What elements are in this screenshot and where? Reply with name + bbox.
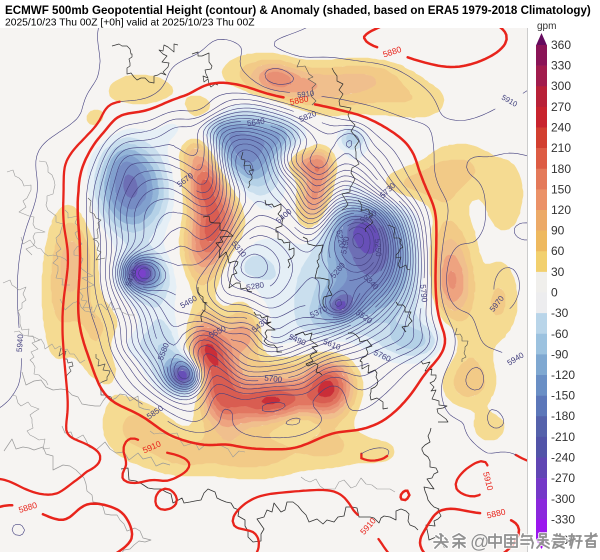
svg-text:-180: -180 bbox=[551, 409, 575, 423]
svg-text:240: 240 bbox=[551, 121, 571, 135]
svg-text:-60: -60 bbox=[551, 327, 569, 341]
svg-text:2025/10/23 Thu 00Z [+0h] valid: 2025/10/23 Thu 00Z [+0h] valid at 2025/1… bbox=[5, 18, 255, 29]
svg-text:@: @ bbox=[470, 532, 489, 553]
svg-text:90: 90 bbox=[551, 224, 565, 238]
svg-text:5190: 5190 bbox=[339, 235, 351, 255]
svg-text:-270: -270 bbox=[551, 471, 575, 485]
svg-text:-300: -300 bbox=[551, 492, 575, 506]
svg-text:270: 270 bbox=[551, 100, 571, 114]
svg-text:-210: -210 bbox=[551, 430, 575, 444]
svg-text:5880: 5880 bbox=[289, 93, 310, 107]
svg-text:5640: 5640 bbox=[246, 116, 266, 128]
svg-text:-90: -90 bbox=[551, 347, 569, 361]
svg-text:5220: 5220 bbox=[334, 229, 346, 249]
svg-text:210: 210 bbox=[551, 141, 571, 155]
svg-text:5910: 5910 bbox=[297, 89, 315, 100]
svg-text:5940: 5940 bbox=[15, 333, 25, 352]
svg-text:150: 150 bbox=[551, 182, 571, 196]
svg-text:-120: -120 bbox=[551, 368, 575, 382]
svg-text:5910: 5910 bbox=[481, 471, 495, 492]
svg-text:120: 120 bbox=[551, 203, 571, 217]
svg-text:5700: 5700 bbox=[264, 374, 283, 385]
svg-text:5280: 5280 bbox=[246, 280, 266, 292]
svg-text:gpm: gpm bbox=[537, 21, 556, 32]
svg-text:5790: 5790 bbox=[418, 284, 429, 303]
svg-text:360: 360 bbox=[551, 38, 571, 52]
svg-text:-240: -240 bbox=[551, 451, 575, 465]
svg-text:ECMWF 500mb Geopotential Heigh: ECMWF 500mb Geopotential Height (contour… bbox=[5, 4, 591, 17]
svg-text:5250: 5250 bbox=[373, 238, 383, 257]
svg-text:-330: -330 bbox=[551, 512, 575, 526]
svg-text:180: 180 bbox=[551, 162, 571, 176]
svg-text:-150: -150 bbox=[551, 389, 575, 403]
svg-text:30: 30 bbox=[551, 265, 565, 279]
svg-text:60: 60 bbox=[551, 244, 565, 258]
svg-text:0: 0 bbox=[551, 286, 558, 300]
svg-text:5880: 5880 bbox=[486, 506, 507, 520]
svg-text:300: 300 bbox=[551, 79, 571, 93]
svg-text:-30: -30 bbox=[551, 306, 569, 320]
svg-text:330: 330 bbox=[551, 59, 571, 73]
